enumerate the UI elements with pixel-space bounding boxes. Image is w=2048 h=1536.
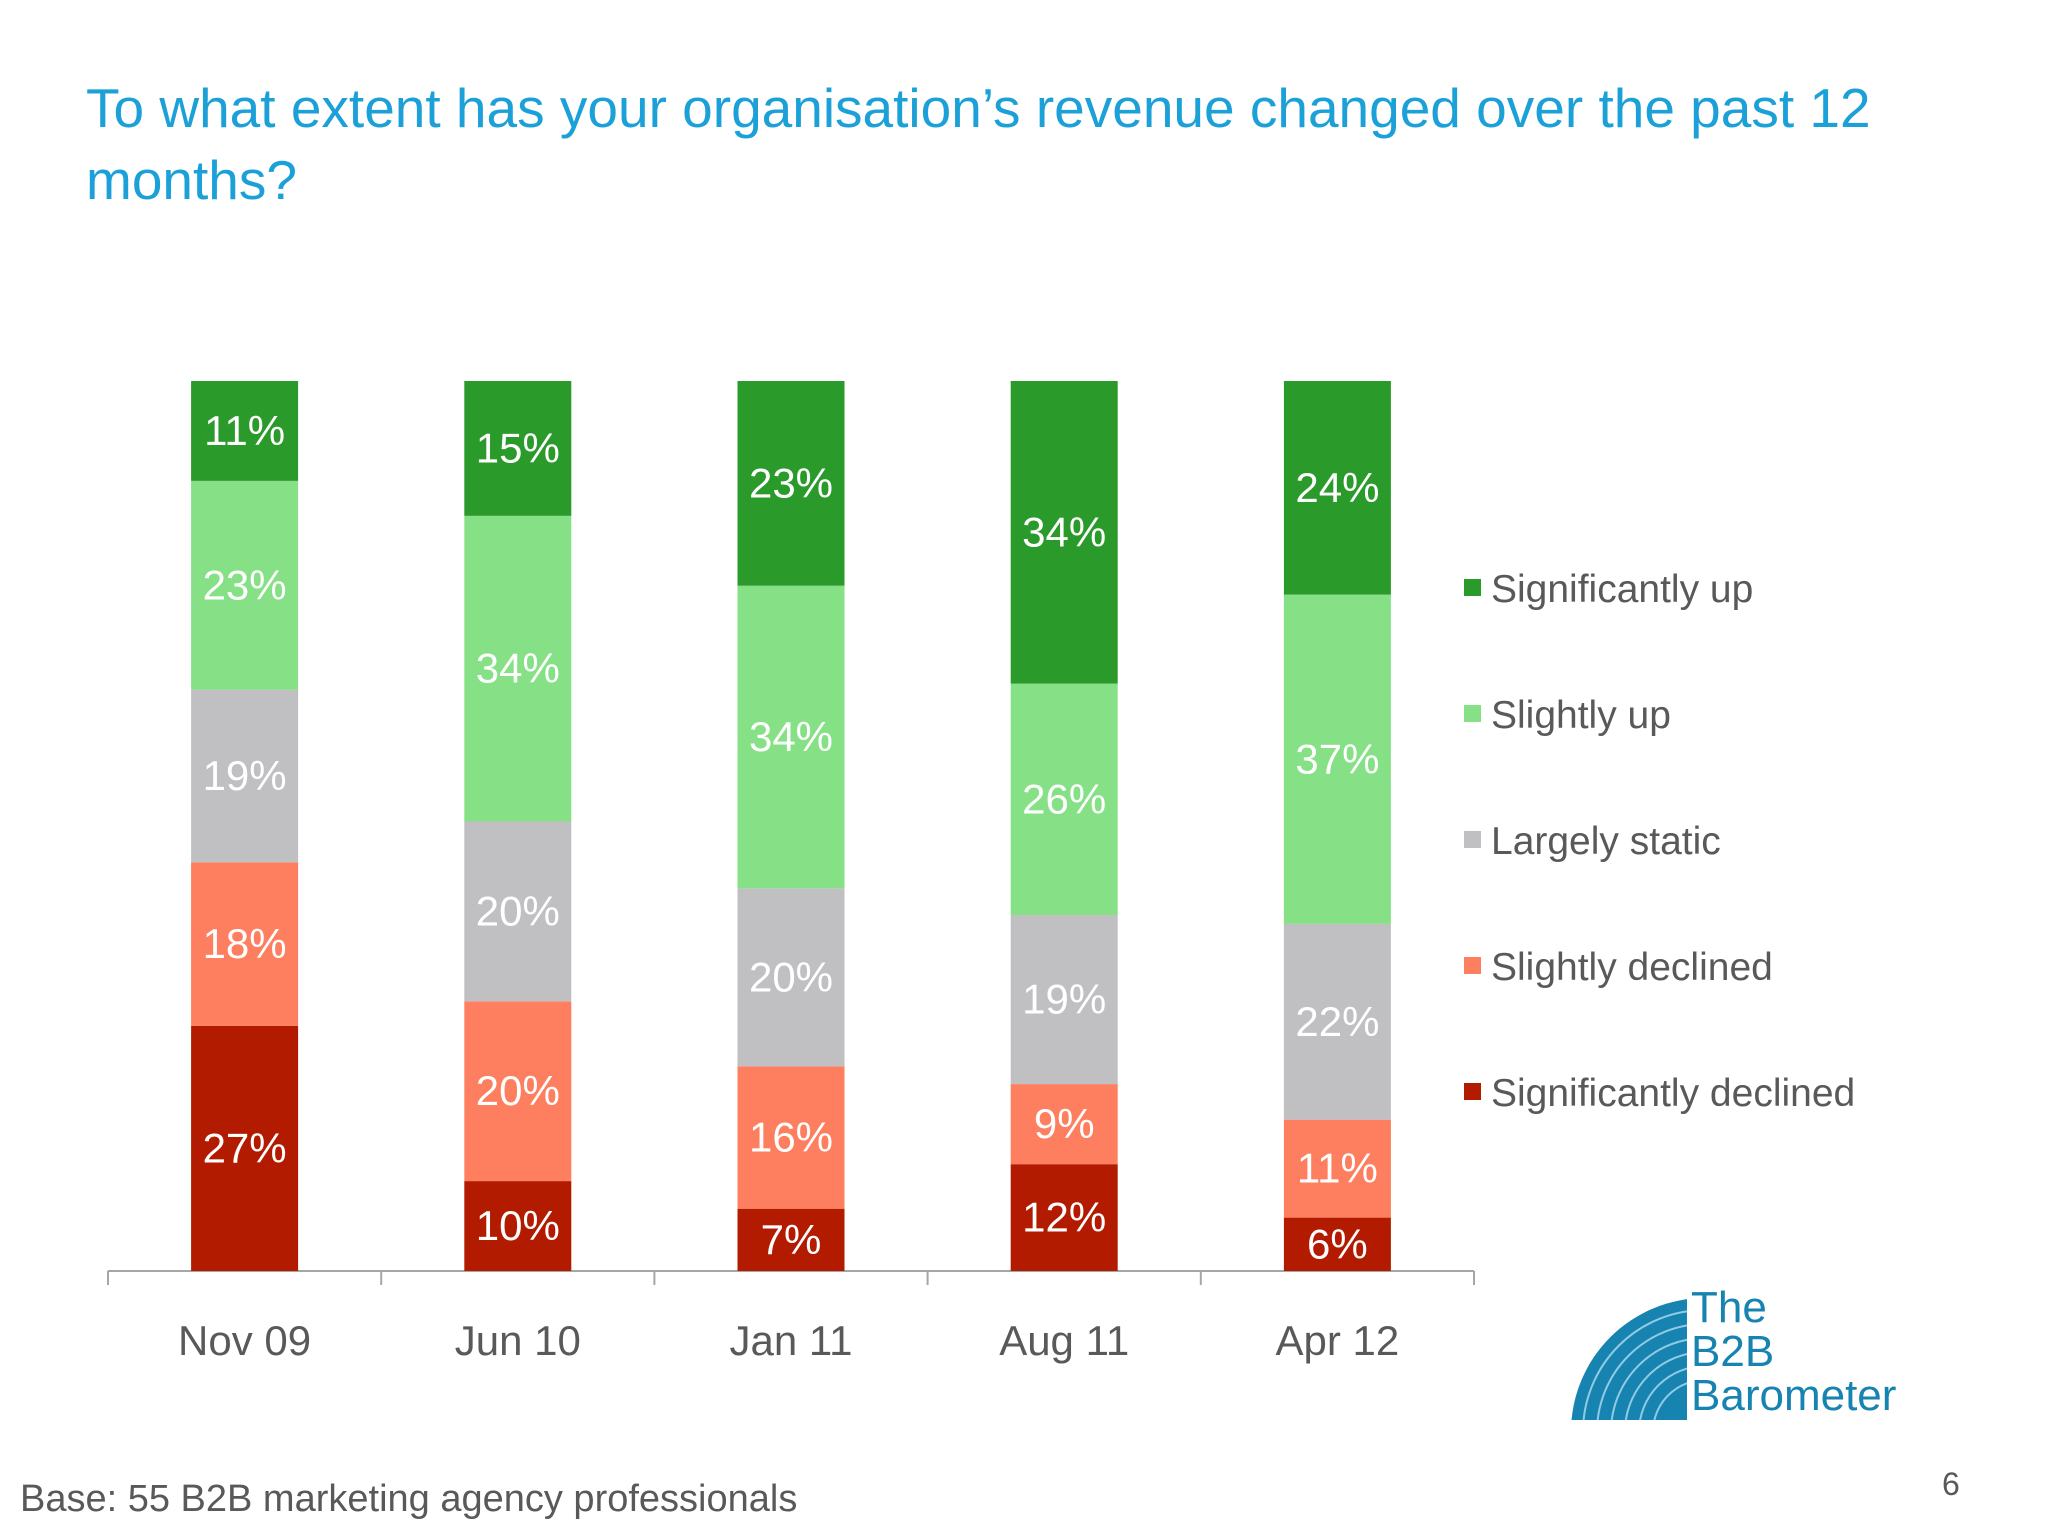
bar-segment-slightly-up-jun-10: [464, 515, 572, 822]
data-label: 24%: [1295, 464, 1379, 511]
bar-segment-significantly-declined-jun-10: [464, 1181, 572, 1271]
bar-segment-largely-static-jun-10: [464, 821, 572, 1002]
data-label: 19%: [203, 752, 287, 799]
legend-swatch-slightly-declined: [1464, 957, 1481, 974]
x-tick-label: Jan 11: [730, 1317, 853, 1364]
bar-segment-significantly-up-aug-11: [1010, 381, 1118, 684]
bar-segment-slightly-up-jan-11: [737, 585, 845, 889]
logo-text-line2: B2B: [1691, 1327, 1774, 1376]
bar-segment-significantly-up-jun-10: [464, 381, 572, 516]
bar-segment-largely-static-nov-09: [191, 689, 299, 863]
data-label: 34%: [749, 713, 833, 760]
legend-label: Slightly declined: [1491, 946, 1773, 989]
bar-segment-largely-static-jan-11: [737, 888, 845, 1067]
data-label: 7%: [761, 1216, 822, 1263]
legend-label: Largely static: [1491, 820, 1721, 863]
data-label: 27%: [203, 1124, 287, 1171]
bar-segment-slightly-up-nov-09: [191, 480, 299, 690]
bar-segment-slightly-up-aug-11: [1010, 683, 1118, 915]
x-tick-label: Nov 09: [178, 1317, 311, 1364]
data-label: 20%: [476, 887, 560, 934]
bar-segment-significantly-up-apr-12: [1283, 381, 1391, 595]
data-label: 10%: [476, 1202, 560, 1249]
data-label: 9%: [1034, 1100, 1095, 1147]
legend-swatch-largely-static: [1464, 831, 1481, 848]
bar-segment-slightly-declined-jan-11: [737, 1066, 845, 1209]
base-note: Base: 55 B2B marketing agency profession…: [20, 1478, 798, 1520]
bar-segment-significantly-up-jan-11: [737, 381, 845, 586]
data-label: 20%: [476, 1067, 560, 1114]
data-label: 11%: [1297, 1145, 1378, 1192]
bar-segment-significantly-declined-jan-11: [737, 1208, 845, 1271]
x-tick-label: Apr 12: [1276, 1317, 1400, 1364]
data-label: 34%: [476, 645, 560, 692]
legend-label: Significantly declined: [1491, 1072, 1855, 1115]
data-label: 16%: [749, 1114, 833, 1161]
legend-swatch-significantly-declined: [1464, 1083, 1481, 1100]
logo-text-line1: The: [1691, 1283, 1767, 1332]
data-label: 26%: [1022, 775, 1106, 822]
bar-segment-largely-static-apr-12: [1283, 923, 1391, 1120]
data-label: 12%: [1022, 1194, 1106, 1241]
bar-segment-largely-static-aug-11: [1010, 915, 1118, 1085]
data-label: 23%: [749, 459, 833, 506]
data-label: 20%: [749, 953, 833, 1000]
data-label: 23%: [203, 561, 287, 608]
legend-label: Slightly up: [1491, 694, 1671, 737]
data-label: 37%: [1295, 735, 1379, 782]
bar-segment-significantly-declined-apr-12: [1283, 1217, 1391, 1271]
legend-label: Significantly up: [1491, 568, 1753, 611]
x-tick-label: Jun 10: [455, 1317, 581, 1364]
barometer-arcs-icon: [1571, 1282, 1955, 1420]
data-label: 6%: [1307, 1220, 1368, 1267]
page-number: 6: [1942, 1466, 1960, 1502]
data-label: 22%: [1295, 998, 1379, 1045]
bar-segment-slightly-declined-apr-12: [1283, 1119, 1391, 1218]
chart-title: To what extent has your organisation’s r…: [86, 77, 1871, 211]
x-tick-label: Aug 11: [999, 1317, 1129, 1364]
logo-text-line3: Barometer: [1691, 1371, 1896, 1420]
bar-segment-slightly-declined-nov-09: [191, 862, 299, 1026]
legend-swatch-slightly-up: [1464, 705, 1481, 722]
data-label: 15%: [476, 424, 560, 471]
bar-segment-significantly-declined-aug-11: [1010, 1164, 1118, 1271]
bar-segment-slightly-up-apr-12: [1283, 594, 1391, 924]
bar-segment-slightly-declined-aug-11: [1010, 1084, 1118, 1165]
bar-segment-significantly-declined-nov-09: [191, 1025, 299, 1271]
b2b-barometer-logo: The B2B Barometer: [1571, 1282, 1955, 1420]
data-label: 34%: [1022, 508, 1106, 555]
bar-segment-slightly-declined-jun-10: [464, 1001, 572, 1182]
data-label: 18%: [203, 920, 287, 967]
legend-swatch-significantly-up: [1464, 579, 1481, 596]
bar-segment-significantly-up-nov-09: [191, 381, 299, 481]
data-label: 19%: [1022, 976, 1106, 1023]
data-label: 11%: [204, 407, 285, 454]
